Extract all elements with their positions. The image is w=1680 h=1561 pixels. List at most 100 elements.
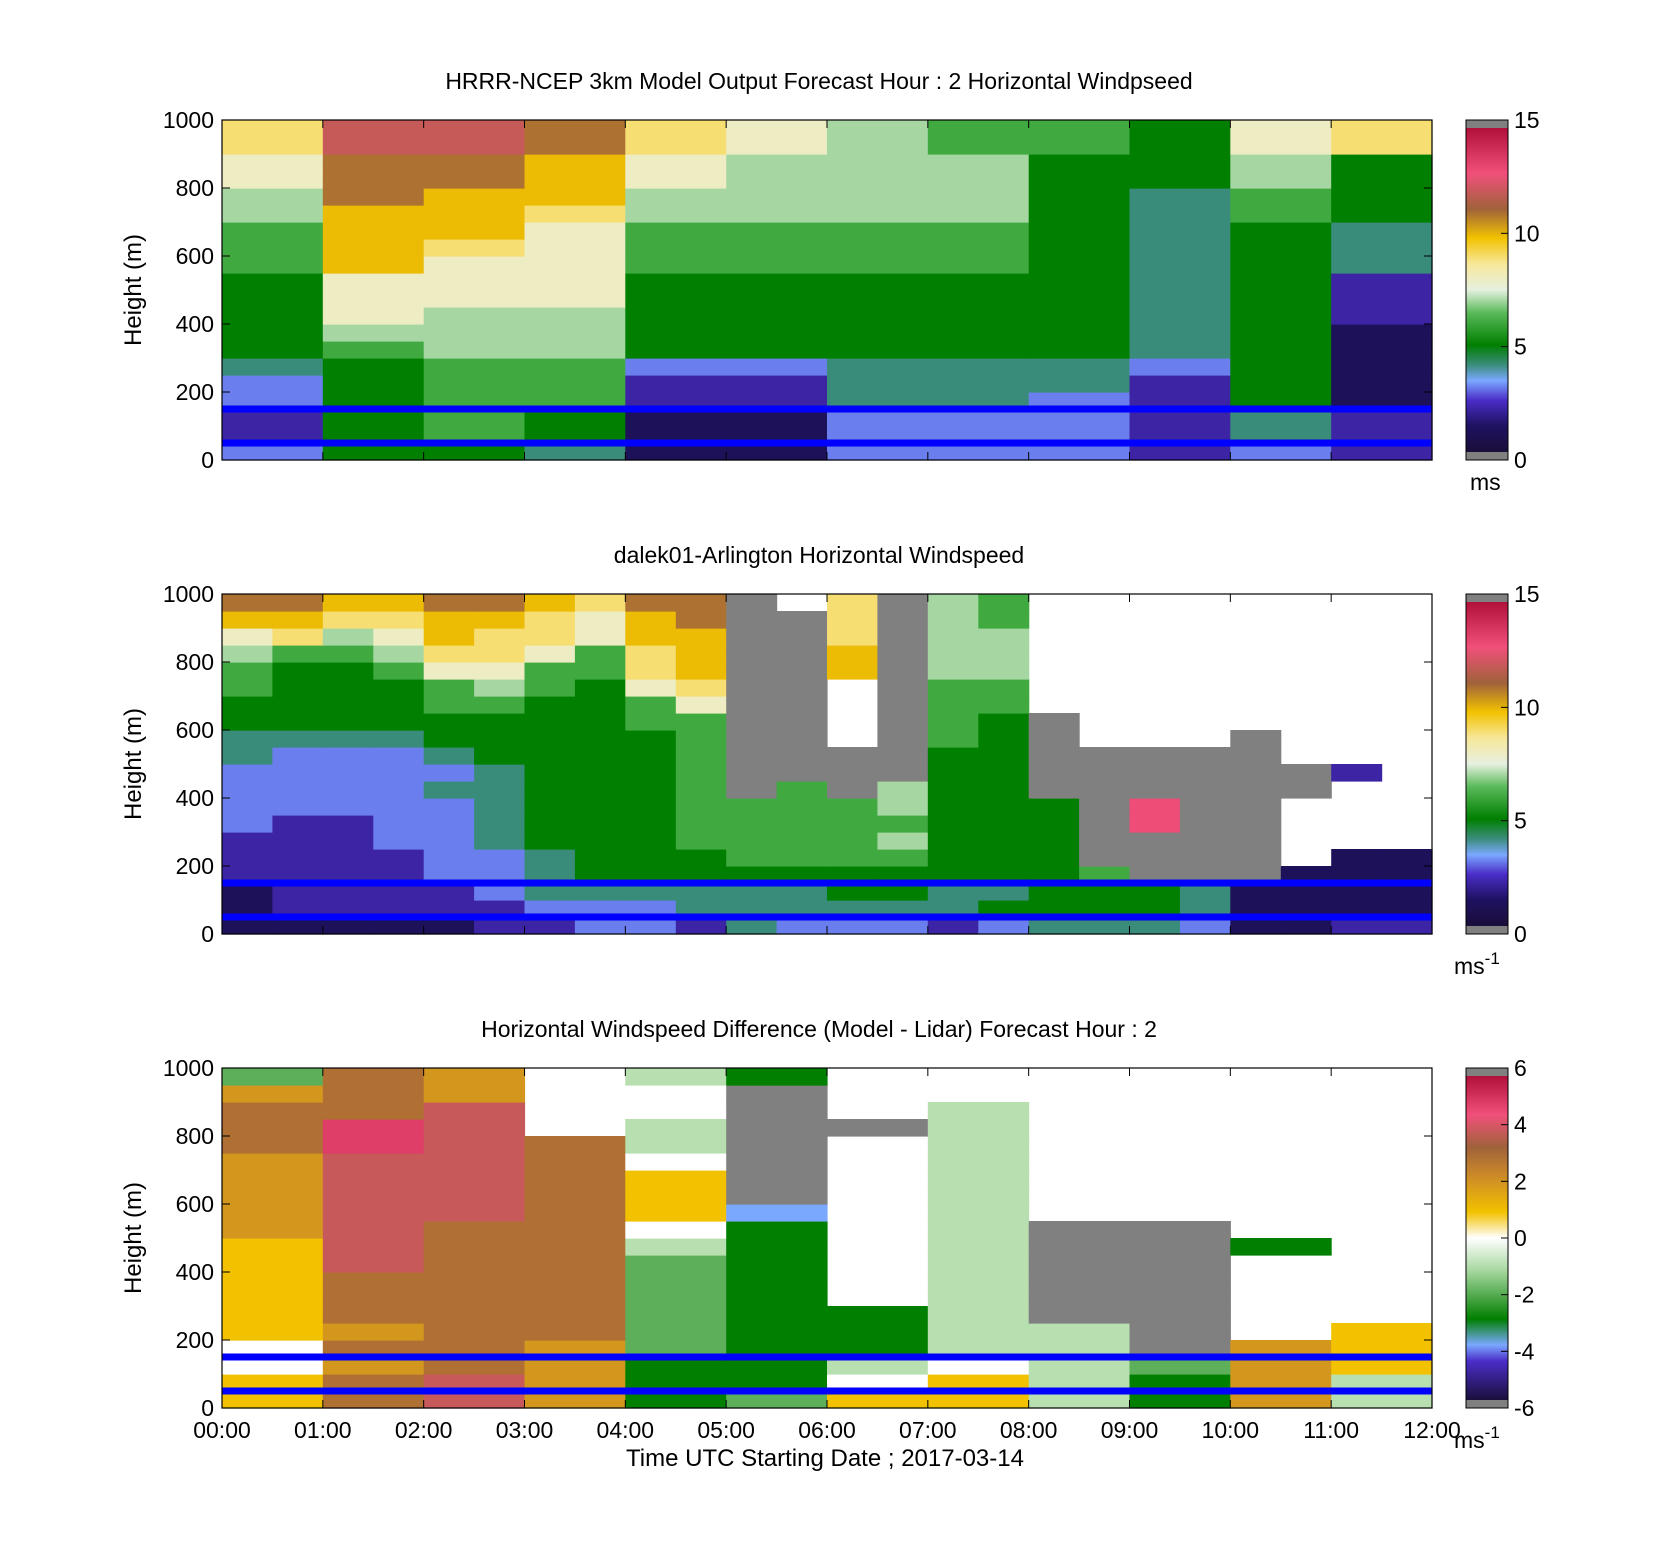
- heatmap-cell: [1230, 1391, 1332, 1409]
- heatmap-cell: [222, 1374, 324, 1392]
- heatmap-cell: [625, 1306, 727, 1324]
- heatmap-cell: [827, 256, 929, 274]
- heatmap-cell: [625, 628, 677, 646]
- heatmap-cell: [726, 1323, 828, 1341]
- heatmap-cell: [1129, 137, 1231, 155]
- y-axis-label: Height (m): [120, 708, 147, 820]
- heatmap-cell: [726, 307, 828, 325]
- heatmap-cell: [373, 730, 425, 748]
- heatmap-cell: [625, 273, 727, 291]
- y-tick-label: 200: [176, 379, 214, 405]
- heatmap-cell: [222, 866, 273, 884]
- heatmap-cell: [1129, 341, 1231, 359]
- heatmap-cell: [524, 307, 626, 325]
- heatmap-cell: [1028, 426, 1131, 444]
- heatmap-cell: [675, 764, 727, 782]
- heatmap-cell: [726, 1136, 828, 1154]
- heatmap-cell: [726, 849, 778, 867]
- heatmap-cell: [625, 662, 677, 680]
- colorbar-tick-label: -6: [1514, 1395, 1534, 1421]
- heatmap-cell: [625, 1255, 727, 1273]
- heatmap-cell: [776, 917, 828, 935]
- heatmap-cell: [222, 1153, 324, 1171]
- heatmap-cell: [877, 594, 929, 612]
- heatmap-cell: [726, 1255, 828, 1273]
- heatmap-cell: [927, 171, 1030, 189]
- heatmap-cell: [625, 1153, 727, 1171]
- heatmap-cell: [927, 798, 979, 816]
- heatmap-cell: [1028, 1391, 1131, 1409]
- colorbar-unit: ms-1: [1454, 949, 1500, 979]
- heatmap-cell: [827, 120, 929, 138]
- heatmap-cell: [373, 764, 425, 782]
- heatmap-cell: [574, 866, 626, 884]
- heatmap-cell: [474, 747, 526, 765]
- heatmap-cell: [827, 645, 878, 663]
- heatmap-cell: [423, 358, 526, 376]
- heatmap-cell: [675, 900, 727, 918]
- heatmap-cell: [524, 1340, 626, 1358]
- heatmap-cell: [222, 594, 273, 612]
- heatmap-cell: [1179, 798, 1231, 816]
- heatmap-cell: [625, 307, 727, 325]
- heatmap-cell: [927, 222, 1030, 240]
- heatmap-cell: [1028, 358, 1131, 376]
- heatmap-cell: [927, 662, 979, 680]
- heatmap-cell: [625, 866, 677, 884]
- heatmap-cell: [524, 1204, 626, 1222]
- heatmap-cell: [625, 1340, 727, 1358]
- heatmap-cell: [675, 798, 727, 816]
- heatmap-cell: [272, 917, 324, 935]
- heatmap-cell: [978, 883, 1030, 901]
- heatmap-cell: [322, 611, 374, 629]
- heatmap-cell: [726, 645, 778, 663]
- heatmap-cell: [1179, 883, 1231, 901]
- heatmap-cell: [222, 900, 273, 918]
- heatmap-cell: [1129, 188, 1231, 206]
- heatmap-cell: [1028, 1289, 1131, 1307]
- heatmap-cell: [625, 290, 727, 308]
- heatmap-cell: [625, 883, 677, 901]
- heatmap-cell: [423, 1255, 526, 1273]
- heatmap-cell: [675, 628, 727, 646]
- heatmap-cell: [423, 1323, 526, 1341]
- heatmap-cell: [927, 611, 979, 629]
- heatmap-cell: [524, 798, 576, 816]
- heatmap-cell: [827, 222, 929, 240]
- heatmap-cell: [1028, 120, 1131, 138]
- heatmap-cell: [1079, 781, 1131, 799]
- heatmap-cell: [726, 764, 778, 782]
- heatmap-cell: [877, 798, 929, 816]
- heatmap-cell: [1331, 120, 1433, 138]
- heatmap-cell: [524, 256, 626, 274]
- colorbar-tick-label: 10: [1514, 694, 1540, 720]
- heatmap-cell: [423, 1272, 526, 1290]
- heatmap-cell: [574, 832, 626, 850]
- heatmap-cell: [322, 256, 425, 274]
- heatmap-cell: [675, 730, 727, 748]
- heatmap-cell: [827, 239, 929, 257]
- y-axis-label: Height (m): [120, 1182, 147, 1294]
- heatmap-cell: [474, 730, 526, 748]
- heatmap-cell: [1028, 900, 1080, 918]
- heatmap-cell: [827, 290, 929, 308]
- heatmap-cell: [322, 154, 425, 172]
- heatmap-cell: [1129, 273, 1231, 291]
- heatmap-cell: [524, 679, 576, 697]
- heatmap-cell: [423, 1374, 526, 1392]
- heatmap-cell: [978, 832, 1030, 850]
- heatmap-cell: [1230, 137, 1332, 155]
- heatmap-cell: [827, 883, 878, 901]
- heatmap-cell: [524, 1136, 626, 1154]
- heatmap-cell: [1129, 1374, 1231, 1392]
- heatmap-cell: [222, 409, 324, 427]
- heatmap-cell: [1179, 815, 1231, 833]
- heatmap-cell: [726, 426, 828, 444]
- heatmap-cell: [423, 628, 475, 646]
- heatmap-cell: [474, 628, 526, 646]
- heatmap-cell: [423, 205, 526, 223]
- y-tick-label: 800: [176, 649, 214, 675]
- heatmap-cell: [1230, 730, 1282, 748]
- heatmap-cell: [927, 713, 979, 731]
- heatmap-cell: [524, 730, 576, 748]
